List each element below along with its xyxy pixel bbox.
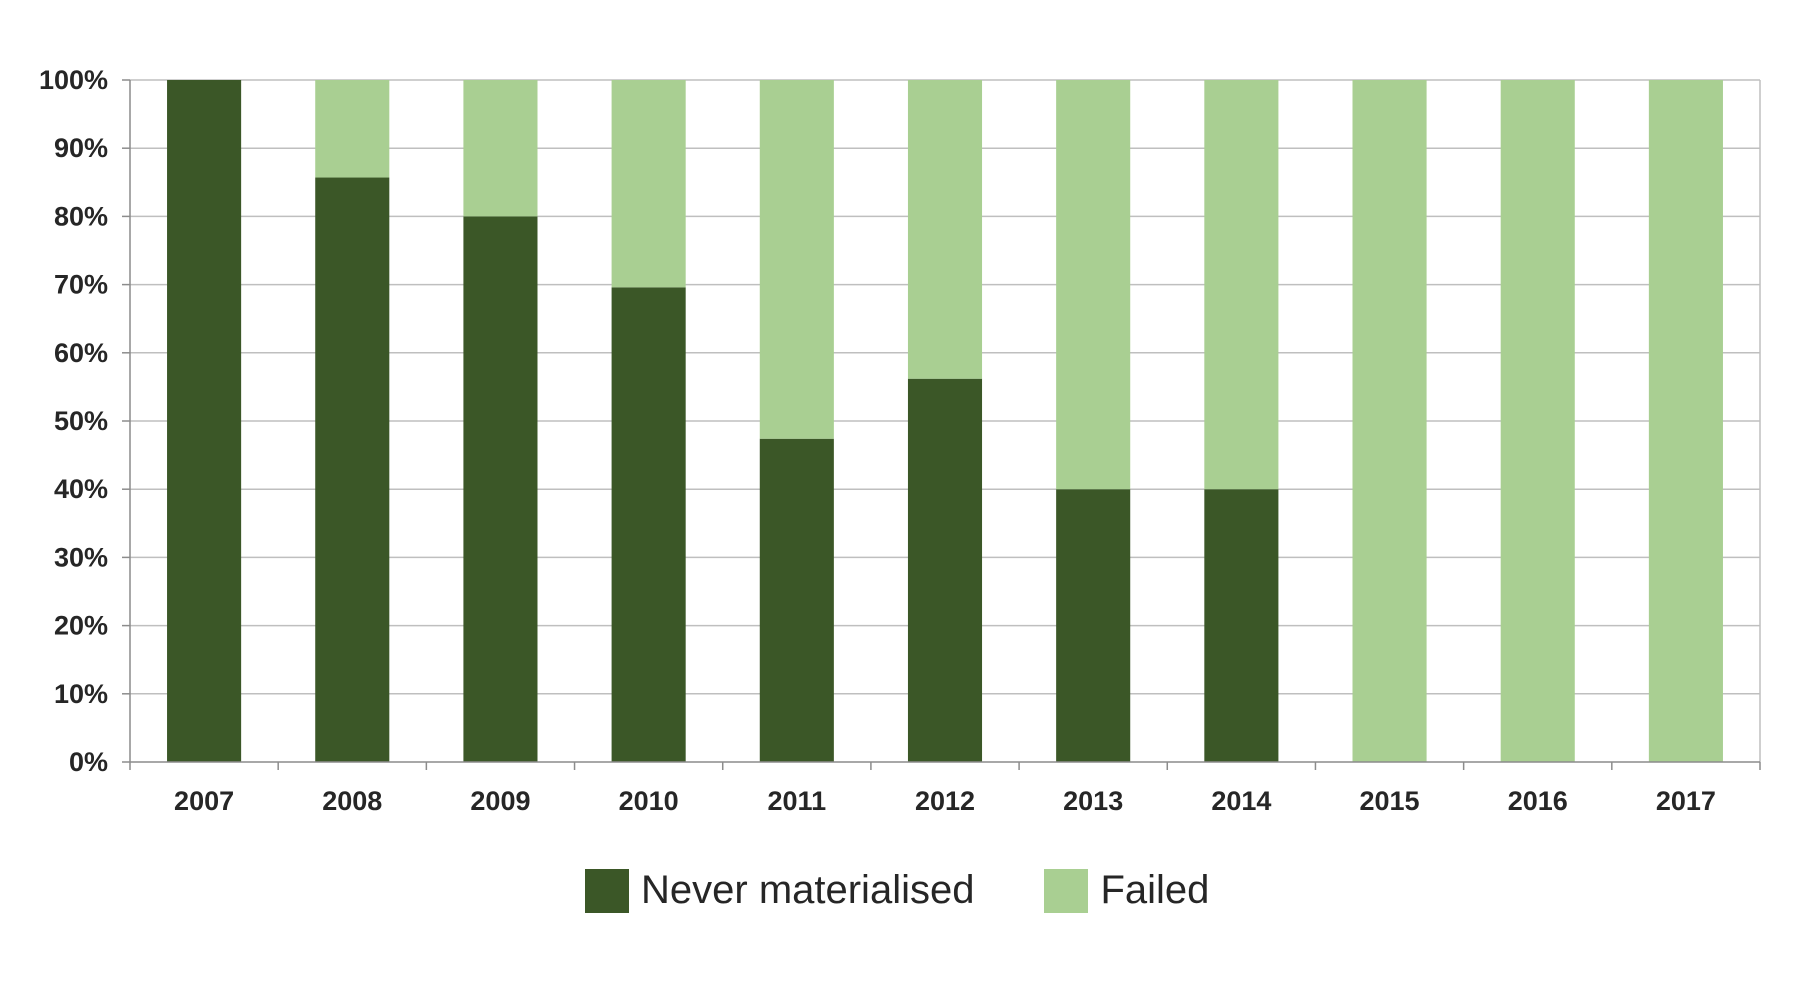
bar-segment xyxy=(759,438,834,762)
legend-label-never-materialised: Never materialised xyxy=(641,868,975,912)
y-axis-tick-labels: 0% 10% 20% 30% 40% 50% 60% 70% 80% 90% 100% xyxy=(39,65,108,777)
bar-segment xyxy=(463,216,538,762)
legend-swatch-failed xyxy=(1044,868,1089,913)
bar-segment xyxy=(463,80,538,217)
y-tick-label: 50% xyxy=(54,406,108,436)
bar-segment xyxy=(1204,80,1279,490)
y-tick-label: 100% xyxy=(39,65,108,95)
bars xyxy=(167,80,1723,762)
x-tick-label: 2017 xyxy=(1656,786,1716,816)
y-tick-label: 70% xyxy=(54,270,108,300)
x-tick-label: 2008 xyxy=(322,786,382,816)
legend-label-failed: Failed xyxy=(1100,868,1210,912)
y-tick-label: 0% xyxy=(69,747,108,777)
x-tick-label: 2010 xyxy=(619,786,679,816)
x-tick-label: 2012 xyxy=(915,786,975,816)
bar-segment xyxy=(907,80,983,379)
y-tick-label: 10% xyxy=(54,679,108,709)
x-axis-tick-labels: 2007 2008 2009 2010 2011 2012 2013 2014 2015 2016… xyxy=(174,786,1716,816)
x-tick-label: 2015 xyxy=(1360,786,1420,816)
legend-item-failed: Failed xyxy=(1044,868,1209,913)
x-tick-label: 2007 xyxy=(174,786,234,816)
y-tick-label: 40% xyxy=(54,474,108,504)
x-tick-label: 2009 xyxy=(470,786,530,816)
x-tick-label: 2013 xyxy=(1063,786,1123,816)
bar-segment xyxy=(907,378,983,762)
bar-segment xyxy=(611,287,686,762)
y-tick-label: 60% xyxy=(54,338,108,368)
bar-segment xyxy=(315,177,390,762)
bar-segment xyxy=(1500,80,1575,762)
y-tick-label: 20% xyxy=(54,611,108,641)
y-tick-label: 90% xyxy=(54,133,108,163)
legend-item-never-materialised: Never materialised xyxy=(585,868,974,913)
x-tick-label: 2011 xyxy=(768,786,827,816)
bar-segment xyxy=(759,80,834,439)
bar-segment xyxy=(611,80,686,288)
x-tick-label: 2014 xyxy=(1211,786,1271,816)
y-tick-label: 30% xyxy=(54,542,108,572)
bar-segment xyxy=(1056,80,1131,490)
bar-segment xyxy=(315,80,390,178)
x-tick-label: 2016 xyxy=(1508,786,1568,816)
y-tick-label: 80% xyxy=(54,201,108,231)
legend: Never materialised Failed xyxy=(585,868,1209,913)
bar-segment xyxy=(167,80,242,762)
bar-segment xyxy=(1648,80,1723,762)
legend-swatch-never-materialised xyxy=(585,868,629,913)
bar-segment xyxy=(1204,489,1279,762)
bar-segment xyxy=(1352,80,1427,762)
bar-segment xyxy=(1056,489,1131,762)
